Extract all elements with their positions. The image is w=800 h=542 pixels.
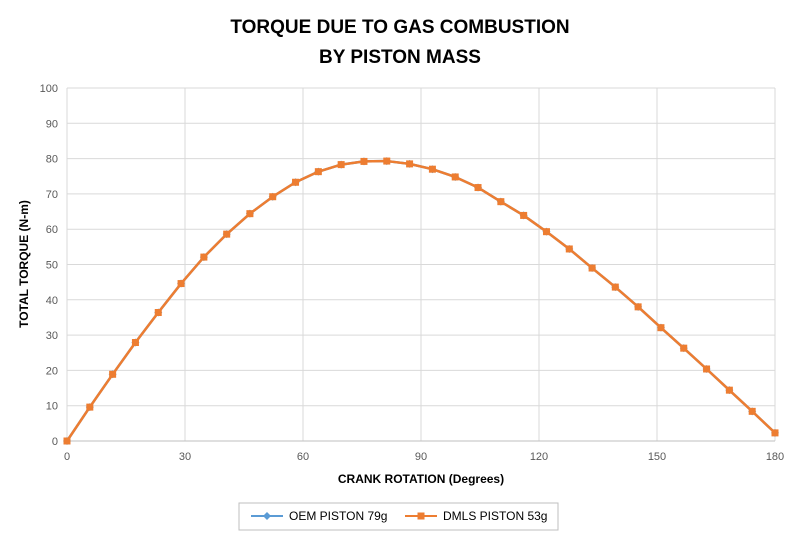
data-point (109, 370, 117, 378)
data-point (131, 339, 139, 347)
data-point (588, 264, 596, 272)
data-point (771, 429, 779, 437)
data-point (314, 168, 322, 176)
data-point (269, 193, 277, 201)
data-point (383, 157, 391, 165)
y-tick-label: 40 (46, 295, 58, 307)
data-point (428, 165, 436, 173)
data-point (177, 280, 185, 288)
data-point (63, 437, 71, 445)
y-tick-label: 10 (46, 401, 58, 413)
data-point (154, 309, 162, 317)
x-tick-labels: 0 30 60 90 120 150 180 (64, 451, 784, 463)
chart-title-line1: TORQUE DUE TO GAS COMBUSTION (230, 17, 569, 38)
data-point (520, 211, 528, 219)
y-tick-label: 90 (46, 118, 58, 130)
data-point (223, 230, 231, 238)
y-tick-label: 80 (46, 154, 58, 166)
data-point (680, 344, 688, 352)
data-point (337, 161, 345, 169)
data-point (748, 407, 756, 415)
legend-dmls-marker (417, 512, 425, 520)
chart-title-line2: BY PISTON MASS (319, 47, 481, 68)
data-point (246, 210, 254, 218)
data-point (292, 178, 300, 186)
data-point (360, 157, 368, 165)
x-tick-label: 120 (530, 451, 548, 463)
data-point (474, 184, 482, 192)
series-1 (63, 157, 779, 445)
x-tick-label: 30 (179, 451, 191, 463)
legend-box (238, 502, 559, 531)
y-tick-label: 100 (40, 83, 58, 95)
data-point (703, 365, 711, 373)
x-tick-label: 0 (64, 451, 70, 463)
x-axis-label: CRANK ROTATION (Degrees) (338, 472, 504, 486)
legend: OEM PISTON 79g DMLS PISTON 53g (238, 502, 559, 531)
data-point (86, 403, 94, 411)
data-point (611, 283, 619, 291)
y-tick-label: 30 (46, 330, 58, 342)
data-point (634, 303, 642, 311)
gridlines (66, 87, 776, 442)
legend-dmls-label: DMLS PISTON 53g (443, 509, 547, 523)
data-point (542, 228, 550, 236)
y-tick-label: 60 (46, 224, 58, 236)
y-tick-label: 0 (52, 436, 58, 448)
x-tick-label: 60 (297, 451, 309, 463)
legend-oem-label: OEM PISTON 79g (289, 509, 387, 523)
data-point (725, 386, 733, 394)
data-point (200, 253, 208, 261)
x-tick-label: 150 (648, 451, 666, 463)
series-layer (63, 157, 779, 445)
y-axis-label: TOTAL TORQUE (N-m) (17, 200, 31, 328)
data-point (497, 198, 505, 206)
x-tick-label: 180 (766, 451, 784, 463)
legend-oem-marker (263, 512, 271, 520)
y-tick-label: 50 (46, 260, 58, 272)
data-point (406, 160, 414, 168)
data-point (451, 173, 459, 181)
y-tick-labels: 0 10 20 30 40 50 60 70 80 90 100 (40, 83, 58, 448)
data-point (565, 245, 573, 253)
series-line (65, 159, 776, 442)
y-tick-label: 70 (46, 189, 58, 201)
x-tick-label: 90 (415, 451, 427, 463)
data-point (657, 324, 665, 332)
y-tick-label: 20 (46, 365, 58, 377)
